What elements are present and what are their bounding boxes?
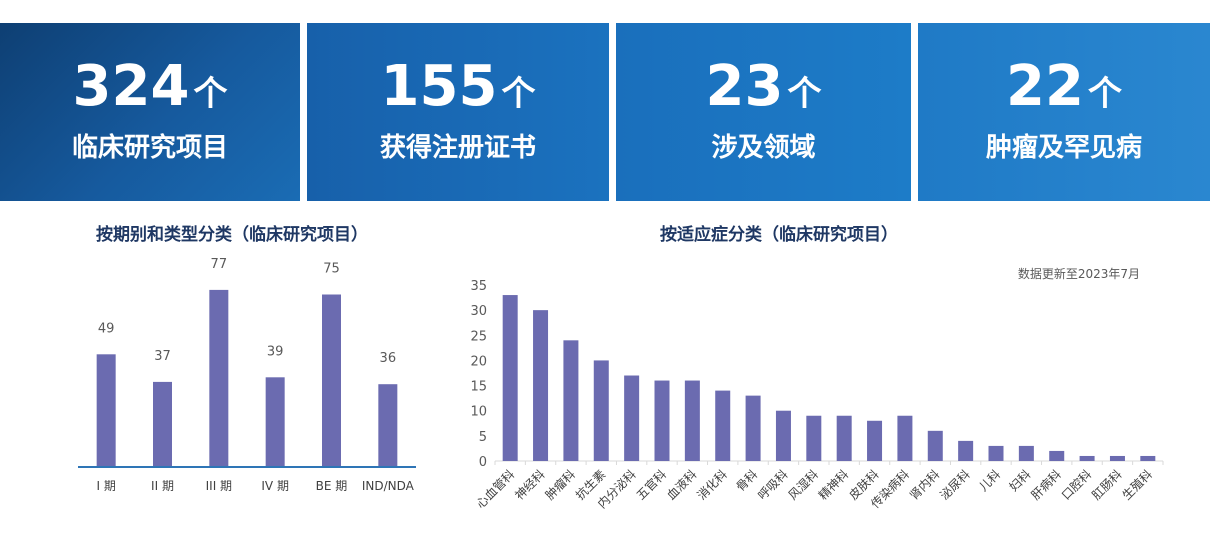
indication-y-tick: 5: [479, 430, 487, 445]
stat-label: 获得注册证书: [379, 133, 536, 163]
indication-y-tick: 20: [470, 354, 487, 369]
indication-bar: [1049, 450, 1065, 461]
indication-category-label: 肿瘤科: [542, 467, 578, 503]
indication-category-label: 儿科: [976, 467, 1003, 494]
indication-bar: [988, 445, 1004, 461]
indication-category-label: 风湿科: [785, 467, 821, 503]
stat-label: 涉及领域: [711, 133, 816, 163]
indication-category-label: 泌尿科: [937, 467, 972, 502]
stat-number: 155 个: [380, 54, 536, 119]
stat-number: 22 个: [1006, 54, 1122, 119]
indication-category-label: 肛肠科: [1089, 467, 1124, 502]
indication-bar: [563, 340, 579, 461]
indication-y-tick: 15: [470, 380, 487, 395]
phase-bar: [265, 377, 285, 467]
indication-category-label: 五官科: [633, 467, 669, 503]
indication-bar: [1140, 455, 1156, 461]
phase-data-label: 39: [267, 344, 284, 359]
stat-card-certificates: 155 个 获得注册证书: [307, 23, 609, 201]
phase-bar: [96, 354, 116, 467]
phase-bar: [378, 384, 398, 467]
indication-y-tick: 35: [470, 279, 487, 294]
indication-category-label: 消化科: [694, 467, 729, 502]
indication-y-tick: 0: [479, 455, 487, 470]
stat-card-oncology-rare: 22 个 肿瘤及罕见病: [918, 23, 1210, 201]
indication-category-label: 生殖科: [1119, 467, 1155, 503]
indication-bar: [502, 295, 518, 461]
indication-bar: [927, 430, 943, 461]
stat-card-fields: 23 个 涉及领域: [616, 23, 911, 201]
indication-category-label: 肝病科: [1028, 467, 1064, 503]
indication-bar: [775, 410, 791, 461]
indication-bar: [745, 395, 761, 461]
indication-bar: [897, 415, 913, 461]
phase-category-label: III 期: [206, 479, 232, 493]
indication-bar: [715, 390, 731, 461]
indication-bar: [624, 375, 640, 461]
indication-category-label: 心血管科: [473, 467, 518, 512]
indication-bar: [958, 440, 974, 461]
indication-category-label: 呼吸科: [755, 467, 790, 502]
phase-bar: [153, 381, 172, 467]
indication-bar: [836, 415, 852, 461]
indication-y-tick: 25: [470, 329, 487, 344]
stat-label: 肿瘤及罕见病: [985, 133, 1142, 163]
indication-category-label: 精神科: [816, 467, 851, 502]
update-note: 数据更新至2023年7月: [1017, 267, 1140, 281]
indication-bar: [593, 360, 609, 461]
stat-number: 324 个: [72, 54, 228, 119]
phase-bar: [209, 289, 229, 467]
phase-bar: [322, 294, 341, 467]
indication-bar: [1079, 455, 1095, 461]
indication-category-label: 血液科: [663, 467, 699, 503]
indication-bar: [1109, 455, 1125, 461]
indication-y-tick: 10: [470, 405, 487, 420]
indication-bar: [684, 380, 700, 461]
indication-bar: [1018, 445, 1034, 461]
phase-category-label: IV 期: [261, 479, 289, 493]
stat-label: 临床研究项目: [71, 133, 228, 163]
phase-data-label: 77: [211, 257, 228, 272]
phase-category-label: II 期: [151, 479, 174, 493]
indication-bar: [533, 310, 549, 461]
indication-bar: [654, 380, 670, 461]
phase-category-label: I 期: [96, 479, 115, 493]
phase-data-label: 75: [323, 262, 340, 277]
phase-data-label: 36: [380, 351, 397, 366]
phase-data-label: 49: [98, 321, 115, 336]
stat-card-clinical-projects: 324 个 临床研究项目: [0, 23, 300, 201]
indication-category-label: 妇科: [1007, 467, 1034, 494]
stat-number: 23 个: [705, 54, 822, 119]
indication-category-label: 肾内科: [907, 467, 942, 502]
chart-title-phase: 按期别和类型分类（临床研究项目）: [96, 225, 368, 245]
indication-y-tick: 30: [470, 304, 487, 319]
indication-category-label: 口腔科: [1058, 467, 1094, 503]
chart-title-indication: 按适应症分类（临床研究项目）: [660, 225, 898, 245]
phase-category-label: IND/NDA: [362, 479, 415, 493]
phase-category-label: BE 期: [316, 479, 348, 493]
indication-category-label: 骨科: [733, 467, 760, 494]
indication-bar: [806, 415, 822, 461]
phase-data-label: 37: [154, 349, 171, 364]
indication-category-label: 神经科: [512, 467, 547, 502]
indication-bar: [867, 420, 883, 461]
stats-banner: 324 个 临床研究项目 155 个 获得注册证书 23 个 涉及领域 22 个 肿瘤及…: [0, 23, 1210, 201]
